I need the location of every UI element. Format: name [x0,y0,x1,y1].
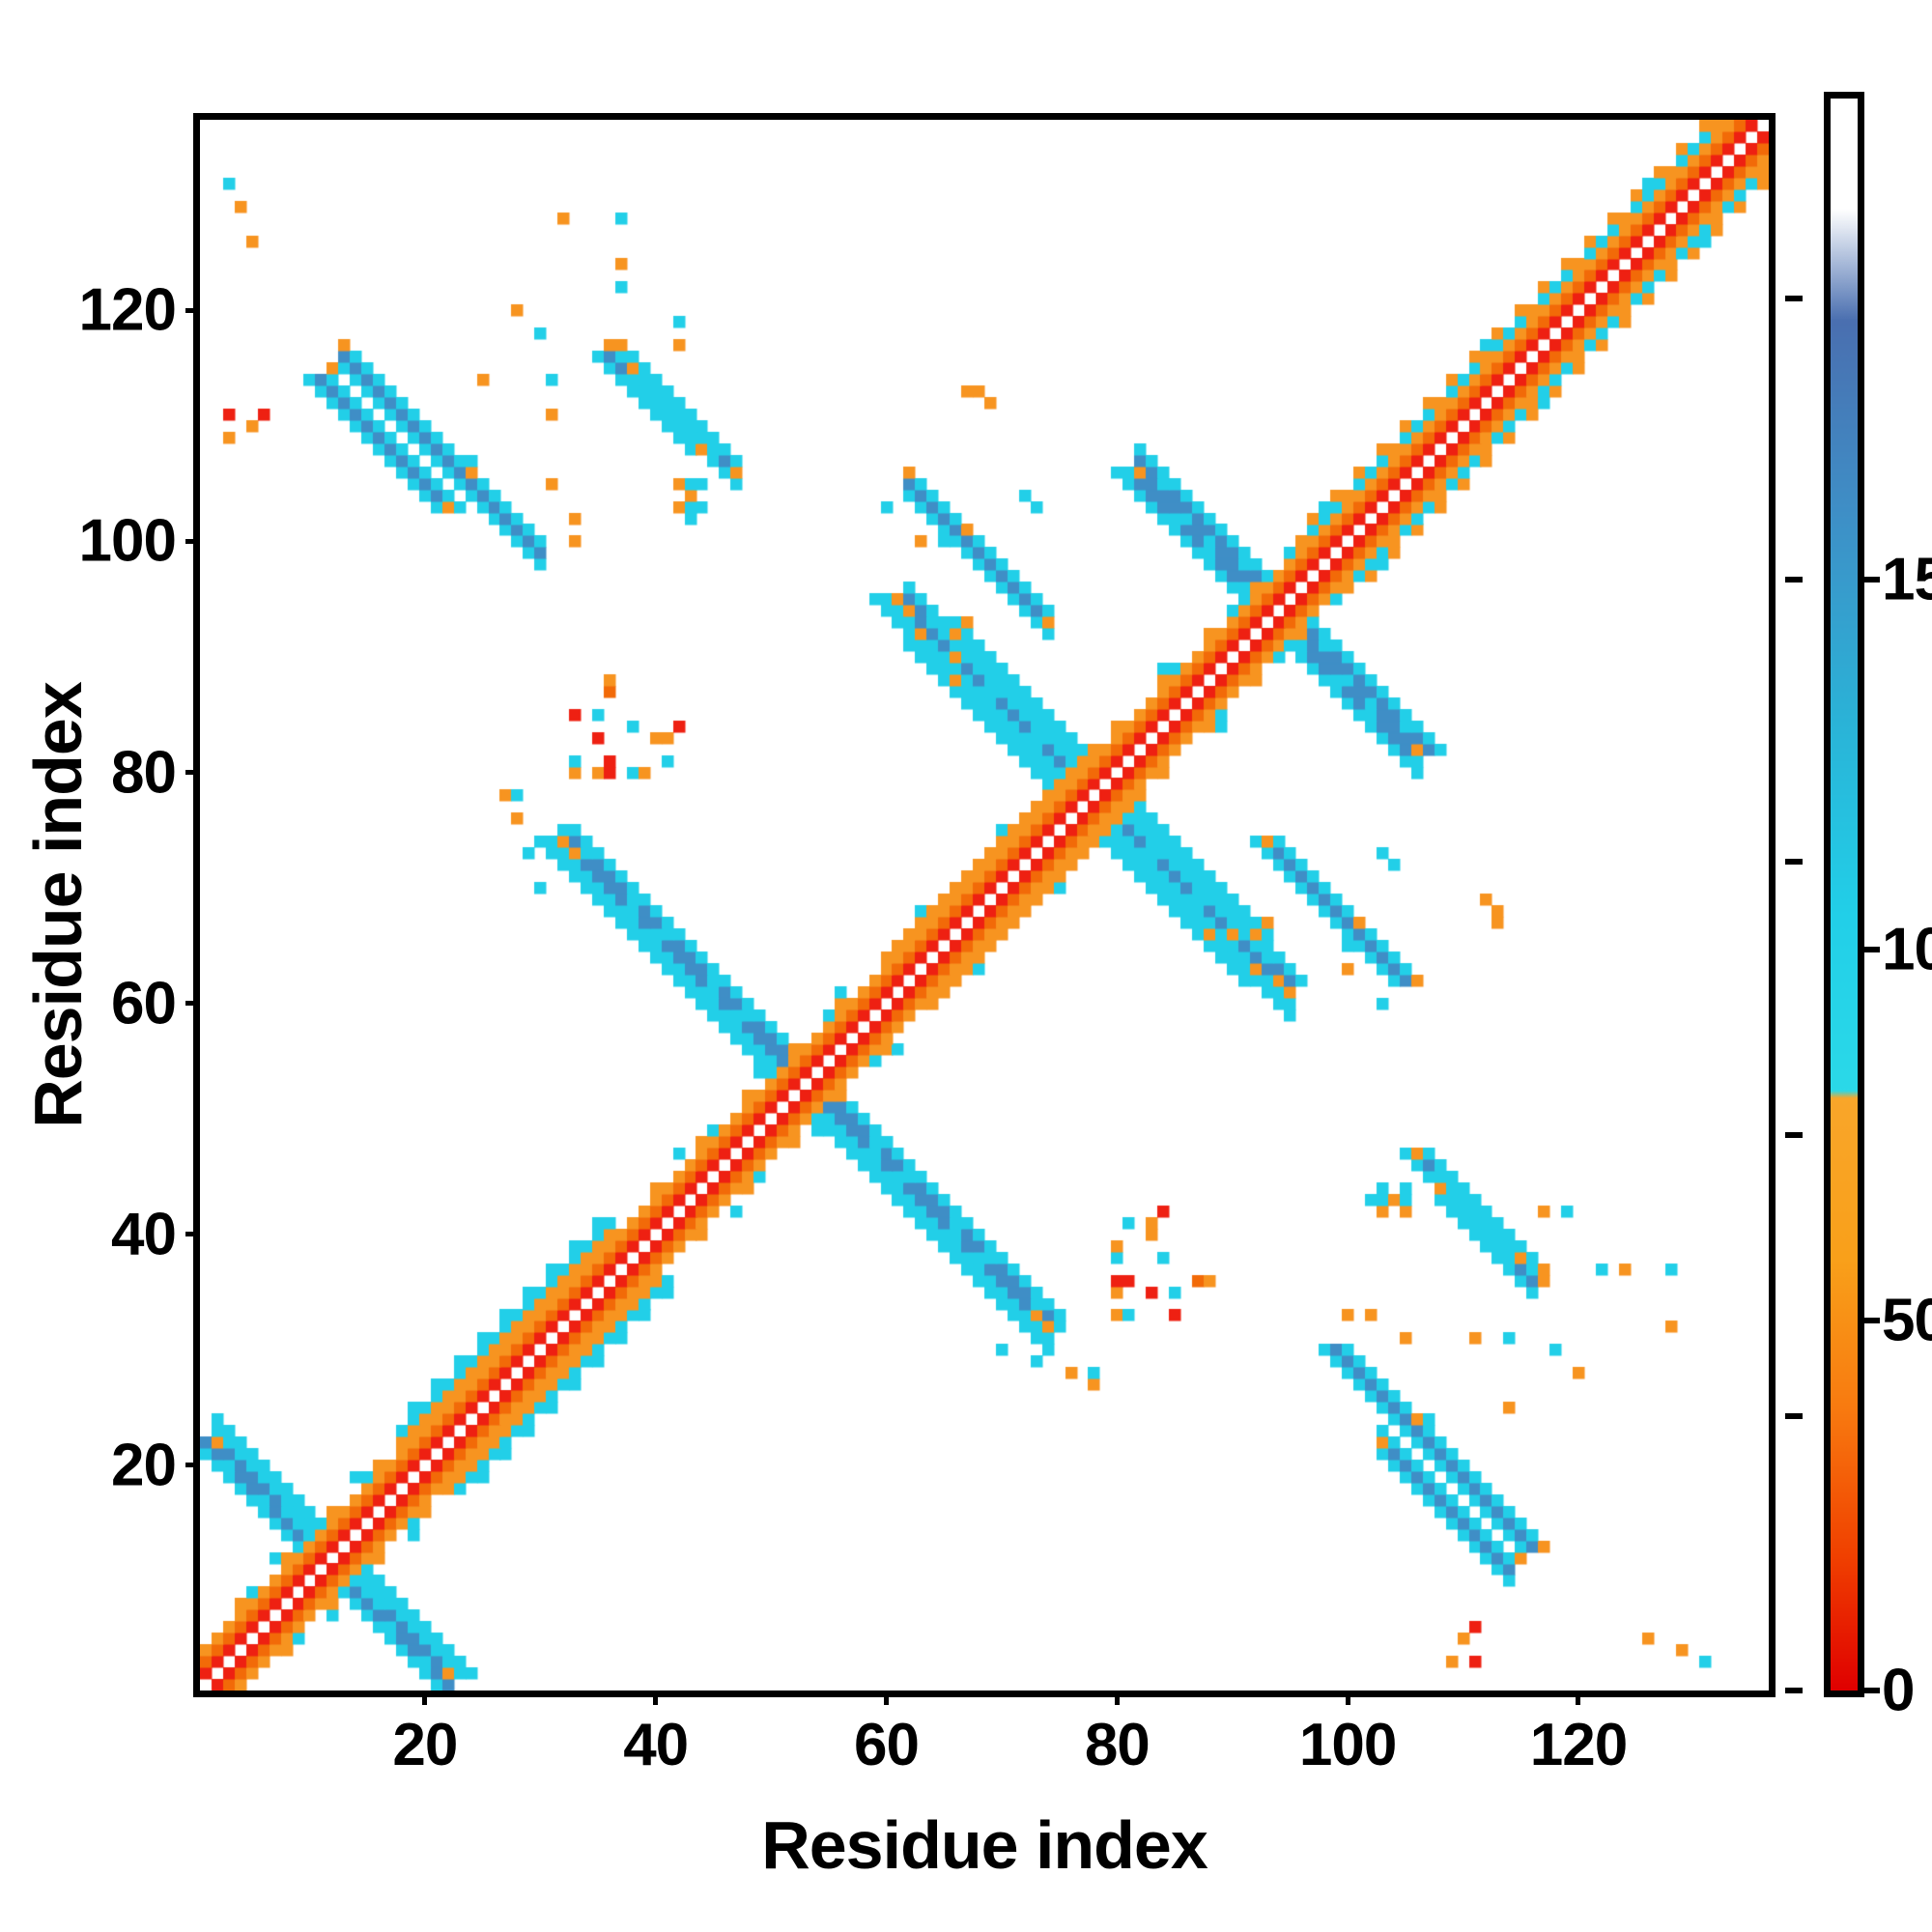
colorbar-outer-tick-2 [1785,1132,1803,1139]
y-tick-120 [185,307,200,313]
x-tick-label-20: 20 [392,1712,458,1778]
colorbar-tick-50 [1864,1317,1880,1323]
colorbar-tick-label-100: 100 [1882,916,1932,983]
x-tick-label-120: 120 [1529,1712,1628,1778]
colorbar-tick-label-50: 50 [1882,1287,1932,1354]
y-axis-title: Residue index [20,682,96,1128]
x-tick-120 [1576,1690,1581,1705]
x-tick-label-80: 80 [1084,1712,1151,1778]
colorbar-outer-tick-0 [1785,1688,1803,1693]
colorbar-outer-tick-1 [1785,1413,1803,1420]
y-tick-label-80: 80 [111,739,177,806]
x-tick-label-40: 40 [623,1712,689,1778]
x-tick-20 [422,1690,428,1705]
y-tick-label-60: 60 [111,970,177,1037]
y-tick-60 [185,1001,200,1007]
x-tick-label-60: 60 [854,1712,920,1778]
colorbar-tick-label-0: 0 [1882,1657,1915,1724]
colorbar-outer-tick-5 [1785,295,1803,301]
x-tick-40 [653,1690,659,1705]
colorbar-tick-0 [1864,1688,1880,1693]
y-tick-label-40: 40 [111,1201,177,1268]
x-axis-title: Residue index [761,1807,1208,1883]
colorbar-gradient [1831,99,1858,1690]
colorbar-tick-100 [1864,947,1880,953]
colorbar-outer-tick-4 [1785,577,1803,583]
x-tick-80 [1114,1690,1120,1705]
plot-area [193,113,1776,1697]
x-tick-100 [1345,1690,1350,1705]
y-tick-80 [185,770,200,775]
y-tick-20 [185,1463,200,1468]
y-tick-label-100: 100 [78,507,177,575]
y-tick-100 [185,538,200,544]
y-tick-label-120: 120 [78,276,177,344]
colorbar-tick-label-150: 150 [1882,546,1932,613]
colorbar [1824,92,1864,1697]
y-tick-40 [185,1232,200,1237]
y-tick-label-20: 20 [111,1432,177,1499]
colorbar-outer-tick-3 [1785,858,1803,865]
x-tick-label-100: 100 [1298,1712,1397,1778]
contact-map-canvas [200,120,1769,1690]
colorbar-tick-150 [1864,577,1880,583]
x-tick-60 [884,1690,889,1705]
